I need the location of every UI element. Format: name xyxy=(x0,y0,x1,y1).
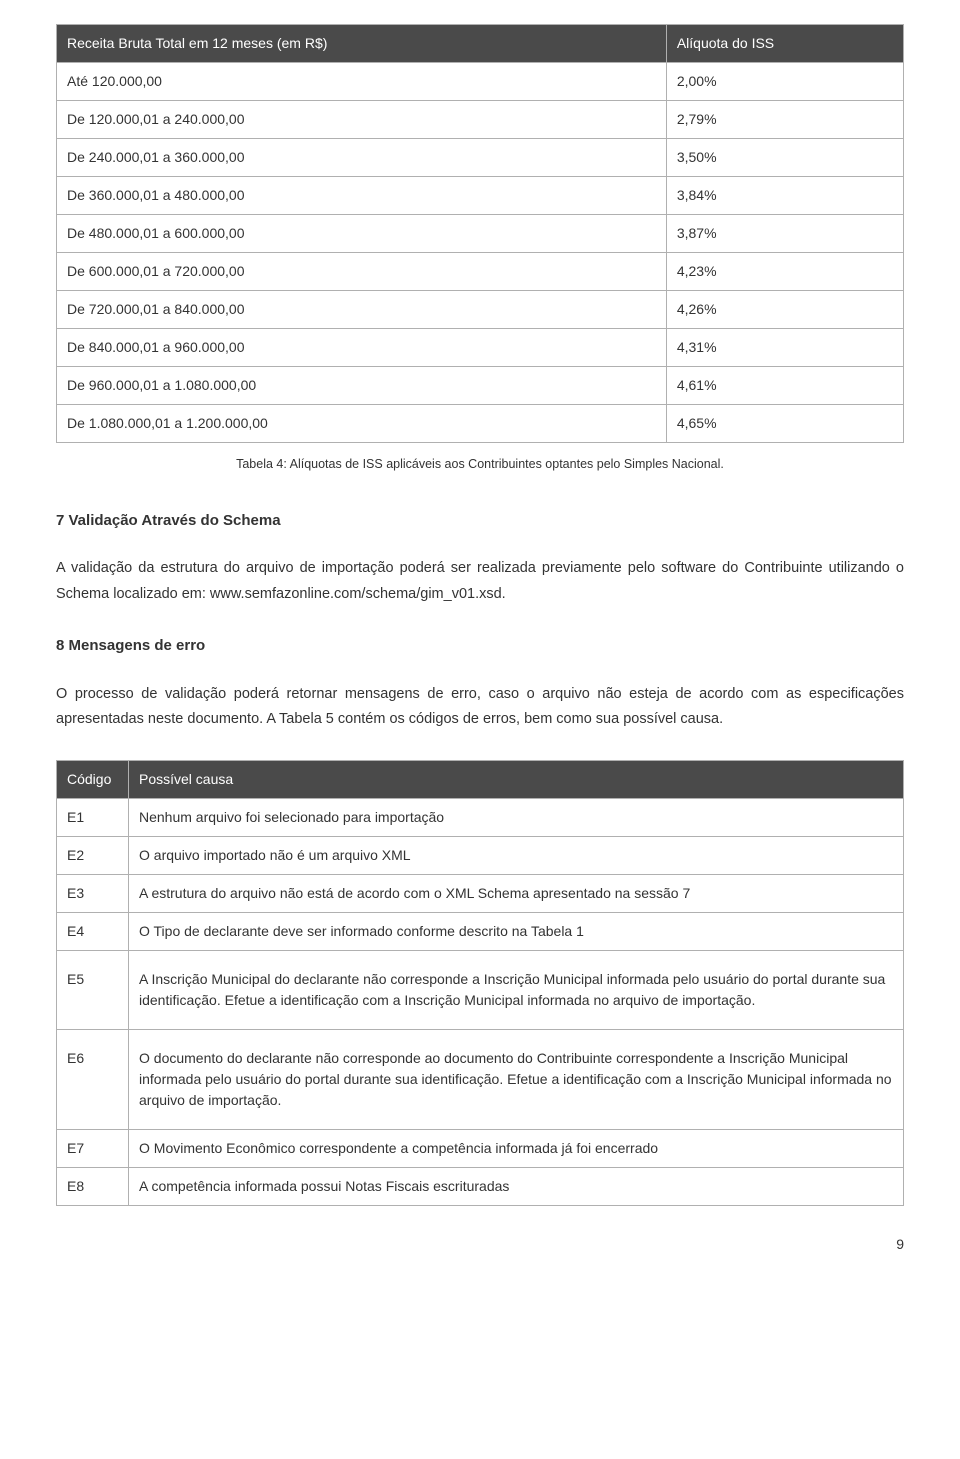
error-code-table: Código Possível causa E1Nenhum arquivo f… xyxy=(56,760,904,1206)
error-code-cell: E4 xyxy=(57,913,129,951)
rate-value-cell: 4,26% xyxy=(666,291,903,329)
rate-value-cell: 4,23% xyxy=(666,253,903,291)
rate-value-cell: 2,00% xyxy=(666,63,903,101)
rate-value-cell: 4,61% xyxy=(666,367,903,405)
rate-value-cell: 4,65% xyxy=(666,405,903,443)
error-code-cell: E3 xyxy=(57,875,129,913)
section7-title: 7 Validação Através do Schema xyxy=(56,510,904,533)
table-row: De 600.000,01 a 720.000,004,23% xyxy=(57,253,904,291)
table-row: E5A Inscrição Municipal do declarante nã… xyxy=(57,951,904,1030)
rate-range-cell: De 240.000,01 a 360.000,00 xyxy=(57,139,667,177)
table-row: E1Nenhum arquivo foi selecionado para im… xyxy=(57,799,904,837)
rate-range-cell: De 480.000,01 a 600.000,00 xyxy=(57,215,667,253)
rate-range-cell: De 720.000,01 a 840.000,00 xyxy=(57,291,667,329)
rate-value-cell: 3,84% xyxy=(666,177,903,215)
rate-table-header-rate: Alíquota do ISS xyxy=(666,25,903,63)
error-cause-cell: A estrutura do arquivo não está de acord… xyxy=(129,875,904,913)
error-cause-cell: O arquivo importado não é um arquivo XML xyxy=(129,837,904,875)
table-row: E8A competência informada possui Notas F… xyxy=(57,1168,904,1206)
rate-table-header-revenue: Receita Bruta Total em 12 meses (em R$) xyxy=(57,25,667,63)
page-number: 9 xyxy=(56,1234,904,1255)
table-row: De 240.000,01 a 360.000,003,50% xyxy=(57,139,904,177)
table-row: De 960.000,01 a 1.080.000,004,61% xyxy=(57,367,904,405)
error-cause-cell: Nenhum arquivo foi selecionado para impo… xyxy=(129,799,904,837)
error-cause-cell: O Tipo de declarante deve ser informado … xyxy=(129,913,904,951)
error-cause-cell: A competência informada possui Notas Fis… xyxy=(129,1168,904,1206)
table-row: E4O Tipo de declarante deve ser informad… xyxy=(57,913,904,951)
error-code-cell: E5 xyxy=(57,951,129,1030)
error-cause-cell: O Movimento Econômico correspondente a c… xyxy=(129,1130,904,1168)
rate-range-cell: De 1.080.000,01 a 1.200.000,00 xyxy=(57,405,667,443)
section7-body: A validação da estrutura do arquivo de i… xyxy=(56,556,904,607)
error-code-cell: E6 xyxy=(57,1030,129,1130)
rate-value-cell: 3,50% xyxy=(666,139,903,177)
rate-range-cell: De 360.000,01 a 480.000,00 xyxy=(57,177,667,215)
error-cause-cell: O documento do declarante não correspond… xyxy=(129,1030,904,1130)
rate-range-cell: De 840.000,01 a 960.000,00 xyxy=(57,329,667,367)
rate-range-cell: De 120.000,01 a 240.000,00 xyxy=(57,101,667,139)
table-row: De 480.000,01 a 600.000,003,87% xyxy=(57,215,904,253)
section8-body: O processo de validação poderá retornar … xyxy=(56,682,904,733)
rate-range-cell: De 600.000,01 a 720.000,00 xyxy=(57,253,667,291)
table-row: E2O arquivo importado não é um arquivo X… xyxy=(57,837,904,875)
error-cause-cell: A Inscrição Municipal do declarante não … xyxy=(129,951,904,1030)
rate-value-cell: 3,87% xyxy=(666,215,903,253)
table-row: De 840.000,01 a 960.000,004,31% xyxy=(57,329,904,367)
rate-range-cell: Até 120.000,00 xyxy=(57,63,667,101)
iss-rate-table: Receita Bruta Total em 12 meses (em R$) … xyxy=(56,24,904,443)
table-row: E7O Movimento Econômico correspondente a… xyxy=(57,1130,904,1168)
table-row: E3A estrutura do arquivo não está de aco… xyxy=(57,875,904,913)
rate-value-cell: 4,31% xyxy=(666,329,903,367)
error-code-cell: E1 xyxy=(57,799,129,837)
table-row: De 720.000,01 a 840.000,004,26% xyxy=(57,291,904,329)
error-code-cell: E7 xyxy=(57,1130,129,1168)
error-code-cell: E2 xyxy=(57,837,129,875)
section8-title: 8 Mensagens de erro xyxy=(56,635,904,658)
rate-value-cell: 2,79% xyxy=(666,101,903,139)
table-row: De 120.000,01 a 240.000,002,79% xyxy=(57,101,904,139)
rate-table-caption: Tabela 4: Alíquotas de ISS aplicáveis ao… xyxy=(56,455,904,474)
table-row: De 1.080.000,01 a 1.200.000,004,65% xyxy=(57,405,904,443)
table-row: Até 120.000,002,00% xyxy=(57,63,904,101)
rate-range-cell: De 960.000,01 a 1.080.000,00 xyxy=(57,367,667,405)
table-row: E6O documento do declarante não correspo… xyxy=(57,1030,904,1130)
error-code-cell: E8 xyxy=(57,1168,129,1206)
error-table-header-cause: Possível causa xyxy=(129,761,904,799)
error-table-header-code: Código xyxy=(57,761,129,799)
table-row: De 360.000,01 a 480.000,003,84% xyxy=(57,177,904,215)
